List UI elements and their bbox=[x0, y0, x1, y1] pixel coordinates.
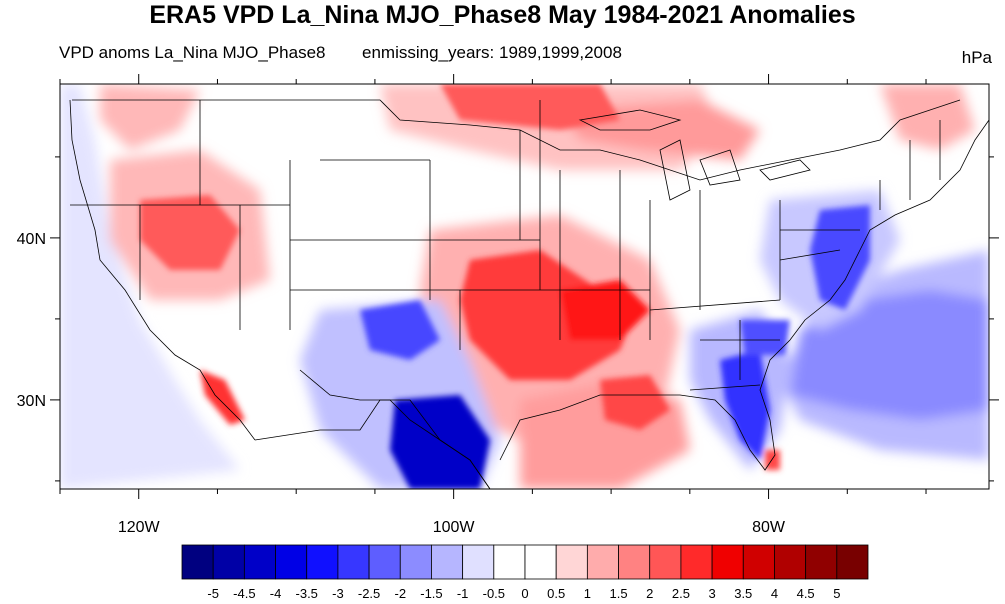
lon-tick-label: 100W bbox=[433, 519, 476, 536]
chart-title: ERA5 VPD La_Nina MJO_Phase8 May 1984-202… bbox=[149, 1, 856, 29]
atlantic-core bbox=[790, 290, 989, 420]
colorbar-label: -5 bbox=[207, 586, 219, 601]
map-frame bbox=[59, 83, 990, 490]
colorbar-label: -3.5 bbox=[296, 586, 318, 601]
colorbar-label: 3 bbox=[708, 586, 715, 601]
colorbar-label: -4 bbox=[270, 586, 282, 601]
florida-core bbox=[720, 350, 770, 460]
mid-atlantic-core bbox=[810, 205, 870, 310]
colorbar-swatch bbox=[805, 544, 838, 580]
great-basin-core bbox=[140, 195, 240, 270]
colorbar-label: 2 bbox=[646, 586, 653, 601]
colorbar-swatch bbox=[649, 544, 682, 580]
us-mexico-border bbox=[254, 399, 491, 489]
colorbar-label: -2.5 bbox=[358, 586, 380, 601]
texas-mexico-core bbox=[390, 395, 490, 489]
colorbar-label: -3 bbox=[332, 586, 344, 601]
california-coast-core bbox=[200, 370, 245, 425]
colorbar-label: 1.5 bbox=[610, 586, 628, 601]
colorbar-swatch bbox=[680, 544, 713, 580]
colorbar-label: 4 bbox=[771, 586, 778, 601]
gulf-coast-core bbox=[600, 375, 670, 430]
lon-tick-label: 80W bbox=[752, 519, 786, 536]
axis-ticks bbox=[50, 74, 999, 499]
colorbar-swatch bbox=[337, 544, 370, 580]
map-panel: 120W 100W 80W 40N 30N bbox=[17, 74, 999, 536]
colorbar-label: 0 bbox=[521, 586, 528, 601]
southern-plains-core bbox=[460, 250, 640, 380]
subtitle-right: enmissing_years: 1989,1999,2008 bbox=[362, 43, 622, 62]
colorbar-swatch bbox=[275, 544, 308, 580]
subtitle-left: VPD anoms La_Nina MJO_Phase8 bbox=[59, 43, 326, 62]
colorbar: -5 -4.5 -4 -3.5 -3 -2.5 -2 -1.5 -1 -0.5 0 0.5 1 1.5 2 2… bbox=[181, 544, 869, 601]
colorbar-label: 2.5 bbox=[672, 586, 690, 601]
south-carolina-core bbox=[740, 320, 790, 355]
colorbar-label: 5 bbox=[833, 586, 840, 601]
state-lines bbox=[70, 100, 941, 391]
colorbar-swatch bbox=[368, 544, 401, 580]
lat-tick-label: 30N bbox=[17, 393, 46, 410]
colorbar-swatch bbox=[462, 544, 495, 580]
colorbar-swatch bbox=[243, 544, 276, 580]
colorbar-label: -0.5 bbox=[483, 586, 505, 601]
colorbar-label: -1.5 bbox=[420, 586, 442, 601]
colorbar-swatch bbox=[586, 544, 619, 580]
lon-tick-label: 120W bbox=[118, 519, 161, 536]
colorbar-swatch bbox=[555, 544, 588, 580]
northeast-positive bbox=[880, 84, 975, 150]
colorbar-swatch bbox=[493, 544, 526, 580]
colorbar-swatch bbox=[524, 544, 557, 580]
colorbar-label: -1 bbox=[457, 586, 469, 601]
anomaly-field bbox=[60, 84, 989, 489]
colorbar-swatch bbox=[212, 544, 245, 580]
colorbar-label: 1 bbox=[584, 586, 591, 601]
colorbar-swatch bbox=[306, 544, 339, 580]
colorbar-swatch bbox=[742, 544, 775, 580]
colorbar-swatch bbox=[399, 544, 432, 580]
colorbar-swatch bbox=[618, 544, 651, 580]
colorbar-swatch bbox=[431, 544, 464, 580]
units-label: hPa bbox=[961, 48, 992, 67]
colorbar-label: 0.5 bbox=[547, 586, 565, 601]
northern-plains-core bbox=[440, 84, 620, 130]
colorbar-label: 3.5 bbox=[734, 586, 752, 601]
axis-labels: 120W 100W 80W 40N 30N bbox=[17, 231, 786, 536]
map-borders bbox=[69, 99, 989, 489]
great-lakes bbox=[578, 109, 811, 201]
colorbar-swatch bbox=[181, 544, 214, 580]
colorbar-swatch bbox=[711, 544, 744, 580]
colorbar-swatch bbox=[774, 544, 807, 580]
arkansas-core bbox=[560, 280, 650, 340]
colorbar-label: -4.5 bbox=[233, 586, 255, 601]
pacific-light-negative bbox=[60, 84, 240, 489]
lat-tick-label: 40N bbox=[17, 231, 46, 248]
new-mexico-core bbox=[360, 300, 440, 360]
colorbar-label: -2 bbox=[394, 586, 406, 601]
us-canada-border bbox=[72, 99, 961, 181]
colorbar-label: 4.5 bbox=[797, 586, 815, 601]
northwest-positive bbox=[100, 84, 200, 150]
colorbar-swatch bbox=[836, 544, 869, 580]
